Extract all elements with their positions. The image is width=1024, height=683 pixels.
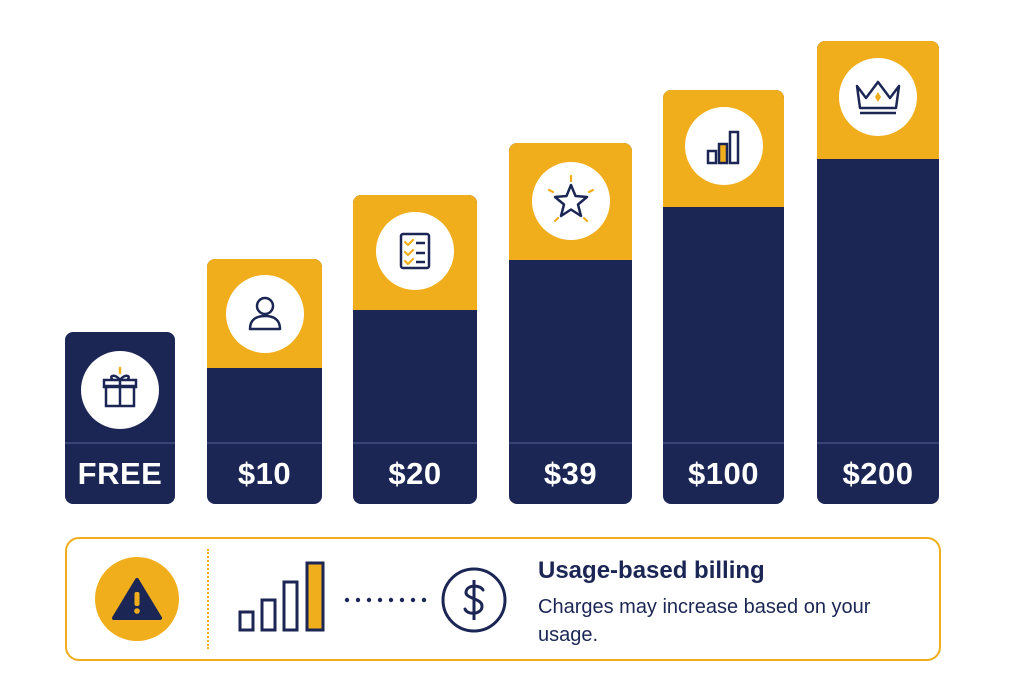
tier-price: $200 xyxy=(842,456,914,491)
star-icon-badge xyxy=(531,162,610,240)
tier-price: $10 xyxy=(237,456,292,491)
warning-icon xyxy=(112,578,162,620)
bar-chart-icon-badge xyxy=(684,107,763,185)
user-icon-badge xyxy=(225,275,304,353)
tier-card-200: $200 xyxy=(817,41,939,504)
notice-divider xyxy=(207,549,209,649)
notice-title: Usage-based billing xyxy=(538,557,765,584)
tier-card-10: $10 xyxy=(207,259,322,504)
checklist-icon xyxy=(399,232,431,270)
crown-icon xyxy=(855,80,901,115)
tier-divider xyxy=(509,442,632,444)
dotted-connector xyxy=(344,597,427,603)
tier-price: $39 xyxy=(543,456,598,491)
notice-body: Charges may increase based on your usage… xyxy=(538,596,871,646)
gift-icon xyxy=(102,366,138,408)
tier-divider xyxy=(207,442,322,444)
tier-divider xyxy=(353,442,477,444)
tier-price: FREE xyxy=(77,456,163,491)
tier-card-100: $100 xyxy=(663,90,784,504)
dollar-icon xyxy=(441,567,507,633)
tier-card-39: $39 xyxy=(509,143,632,504)
tier-card-20: $20 xyxy=(353,195,477,504)
crown-icon-badge xyxy=(839,58,917,136)
tier-price: $20 xyxy=(388,456,442,491)
bar-chart-icon xyxy=(706,130,739,165)
checklist-icon-badge xyxy=(376,212,454,290)
tier-divider xyxy=(663,442,784,444)
star-icon xyxy=(547,174,594,223)
warning-icon-badge xyxy=(95,557,179,641)
tier-divider xyxy=(817,442,939,444)
usage-bars-icon xyxy=(238,561,325,632)
user-icon xyxy=(248,296,281,331)
tier-price: $100 xyxy=(688,456,759,491)
tier-card-free: FREE xyxy=(65,332,175,504)
gift-icon-badge xyxy=(81,351,159,429)
tier-divider xyxy=(65,442,175,444)
